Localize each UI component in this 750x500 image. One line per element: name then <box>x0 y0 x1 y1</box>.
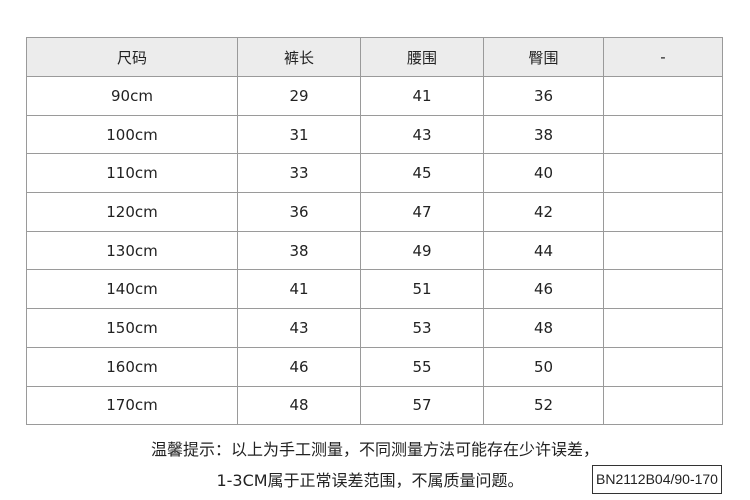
cell-waist: 55 <box>360 346 484 387</box>
cell-hip: 40 <box>483 153 604 194</box>
cell-pant-length: 46 <box>237 346 361 387</box>
cell-size: 140cm <box>26 269 238 310</box>
cell-hip: 36 <box>483 76 604 116</box>
cell-hip: 50 <box>483 346 604 387</box>
header-extra: - <box>603 37 723 77</box>
cell-hip: 48 <box>483 308 604 348</box>
cell-pant-length: 48 <box>237 385 361 426</box>
cell-size: 120cm <box>26 192 238 232</box>
note-line-2: 1-3CM属于正常误差范围，不属质量问题。 <box>216 471 524 490</box>
cell-waist: 53 <box>360 308 484 348</box>
cell-extra <box>603 114 723 155</box>
cell-waist: 45 <box>360 153 484 194</box>
cell-size: 160cm <box>26 346 238 387</box>
header-size: 尺码 <box>26 37 238 77</box>
table-row: 100cm 31 43 38 <box>26 114 723 155</box>
cell-waist: 43 <box>360 114 484 155</box>
cell-size: 170cm <box>26 385 238 426</box>
header-pant-length: 裤长 <box>237 37 361 77</box>
cell-size: 100cm <box>26 114 238 155</box>
cell-pant-length: 43 <box>237 308 361 348</box>
cell-pant-length: 29 <box>237 76 361 116</box>
table-row: 160cm 46 55 50 <box>26 346 723 387</box>
cell-pant-length: 33 <box>237 153 361 194</box>
cell-pant-length: 41 <box>237 269 361 310</box>
cell-extra <box>603 230 723 271</box>
cell-pant-length: 36 <box>237 192 361 232</box>
cell-hip: 42 <box>483 192 604 232</box>
cell-extra <box>603 308 723 348</box>
cell-hip: 44 <box>483 230 604 271</box>
product-code-label: BN2112B04/90-170 <box>592 465 722 494</box>
cell-waist: 57 <box>360 385 484 426</box>
cell-extra <box>603 385 723 426</box>
table-row: 110cm 33 45 40 <box>26 153 723 194</box>
table-row: 130cm 38 49 44 <box>26 230 723 271</box>
cell-hip: 46 <box>483 269 604 310</box>
cell-size: 130cm <box>26 230 238 271</box>
cell-pant-length: 31 <box>237 114 361 155</box>
cell-size: 150cm <box>26 308 238 348</box>
table-row: 120cm 36 47 42 <box>26 192 723 232</box>
note-line-1: 温馨提示：以上为手工测量，不同测量方法可能存在少许误差， <box>150 440 599 459</box>
table-row: 170cm 48 57 52 <box>26 385 723 426</box>
cell-extra <box>603 269 723 310</box>
cell-waist: 41 <box>360 76 484 116</box>
cell-hip: 52 <box>483 385 604 426</box>
header-row: 尺码 裤长 腰围 臀围 - <box>26 37 723 77</box>
cell-waist: 47 <box>360 192 484 232</box>
cell-waist: 51 <box>360 269 484 310</box>
cell-size: 90cm <box>26 76 238 116</box>
table-row: 140cm 41 51 46 <box>26 269 723 310</box>
cell-hip: 38 <box>483 114 604 155</box>
cell-extra <box>603 153 723 194</box>
cell-waist: 49 <box>360 230 484 271</box>
size-chart-table: 尺码 裤长 腰围 臀围 - 90cm 29 41 36 100cm 31 43 38 110cm… <box>26 37 723 426</box>
table-row: 90cm 29 41 36 <box>26 76 723 116</box>
table-row: 150cm 43 53 48 <box>26 308 723 348</box>
cell-extra <box>603 192 723 232</box>
cell-size: 110cm <box>26 153 238 194</box>
cell-extra <box>603 346 723 387</box>
cell-extra <box>603 76 723 116</box>
header-waist: 腰围 <box>360 37 484 77</box>
header-hip: 臀围 <box>483 37 604 77</box>
cell-pant-length: 38 <box>237 230 361 271</box>
